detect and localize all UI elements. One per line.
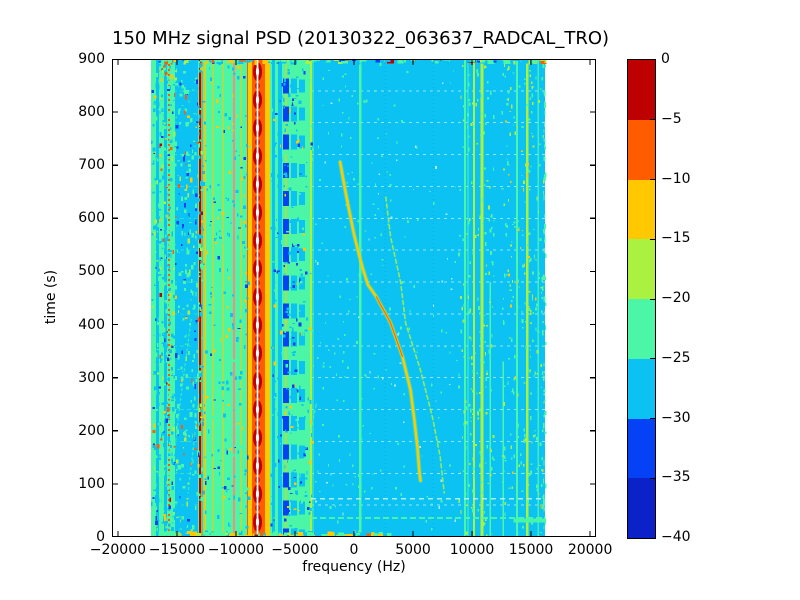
colorbar-tick-label: −10 bbox=[661, 170, 691, 187]
spectrogram-image bbox=[112, 59, 596, 537]
y-tick-label: 100 bbox=[78, 475, 105, 492]
chart-title: 150 MHz signal PSD (20130322_063637_RADC… bbox=[112, 28, 610, 49]
y-tick-label: 200 bbox=[78, 422, 105, 439]
colorbar-tick bbox=[650, 477, 655, 479]
colorbar-tick-label: −40 bbox=[661, 529, 691, 545]
x-axis-label: frequency (Hz) bbox=[302, 559, 406, 575]
y-tick-label: 400 bbox=[78, 316, 105, 333]
y-tick-label: 800 bbox=[78, 104, 105, 121]
x-tick-label: 20000 bbox=[567, 542, 613, 558]
colorbar-tick bbox=[650, 179, 655, 180]
colorbar-tick-label: −5 bbox=[661, 110, 682, 127]
plot-area bbox=[112, 59, 596, 537]
y-tick-label: 300 bbox=[78, 369, 105, 386]
colorbar-tick-label: −35 bbox=[661, 469, 691, 486]
colorbar-tick-label: −20 bbox=[661, 290, 691, 306]
colorbar-tick bbox=[650, 298, 655, 300]
x-tick-label: −10000 bbox=[207, 542, 265, 558]
x-tick-label: 0 bbox=[349, 542, 359, 558]
colorbar-tick-label: −30 bbox=[661, 409, 691, 426]
colorbar-segment bbox=[628, 478, 655, 538]
colorbar-tick bbox=[650, 358, 655, 360]
x-tick-label: 10000 bbox=[449, 542, 495, 558]
x-tick-label: −15000 bbox=[148, 542, 206, 558]
colorbar-tick bbox=[650, 238, 655, 240]
y-tick-label: 900 bbox=[78, 51, 105, 67]
colorbar-tick-label: 0 bbox=[661, 51, 670, 67]
y-tick-label: 0 bbox=[96, 529, 105, 545]
x-tick-label: −5000 bbox=[271, 542, 319, 558]
colorbar-segment bbox=[628, 299, 655, 359]
x-tick-label: 5000 bbox=[395, 542, 431, 558]
colorbar-tick-label: −15 bbox=[661, 230, 691, 247]
y-tick-label: 700 bbox=[78, 157, 105, 174]
colorbar-tick bbox=[650, 418, 655, 419]
colorbar-segment bbox=[628, 179, 655, 240]
y-tick-label: 600 bbox=[78, 210, 105, 227]
colorbar-segment bbox=[628, 119, 655, 180]
colorbar-segment bbox=[628, 239, 655, 299]
colorbar-tick-label: −25 bbox=[661, 349, 691, 366]
colorbar-segment bbox=[628, 358, 655, 419]
x-tick-label: −20000 bbox=[89, 542, 147, 558]
colorbar-segment bbox=[628, 60, 655, 120]
colorbar bbox=[627, 59, 656, 539]
colorbar-segment bbox=[628, 418, 655, 479]
y-tick-label: 500 bbox=[78, 263, 105, 280]
colorbar-tick bbox=[650, 119, 655, 121]
x-tick-label: 15000 bbox=[508, 542, 554, 558]
